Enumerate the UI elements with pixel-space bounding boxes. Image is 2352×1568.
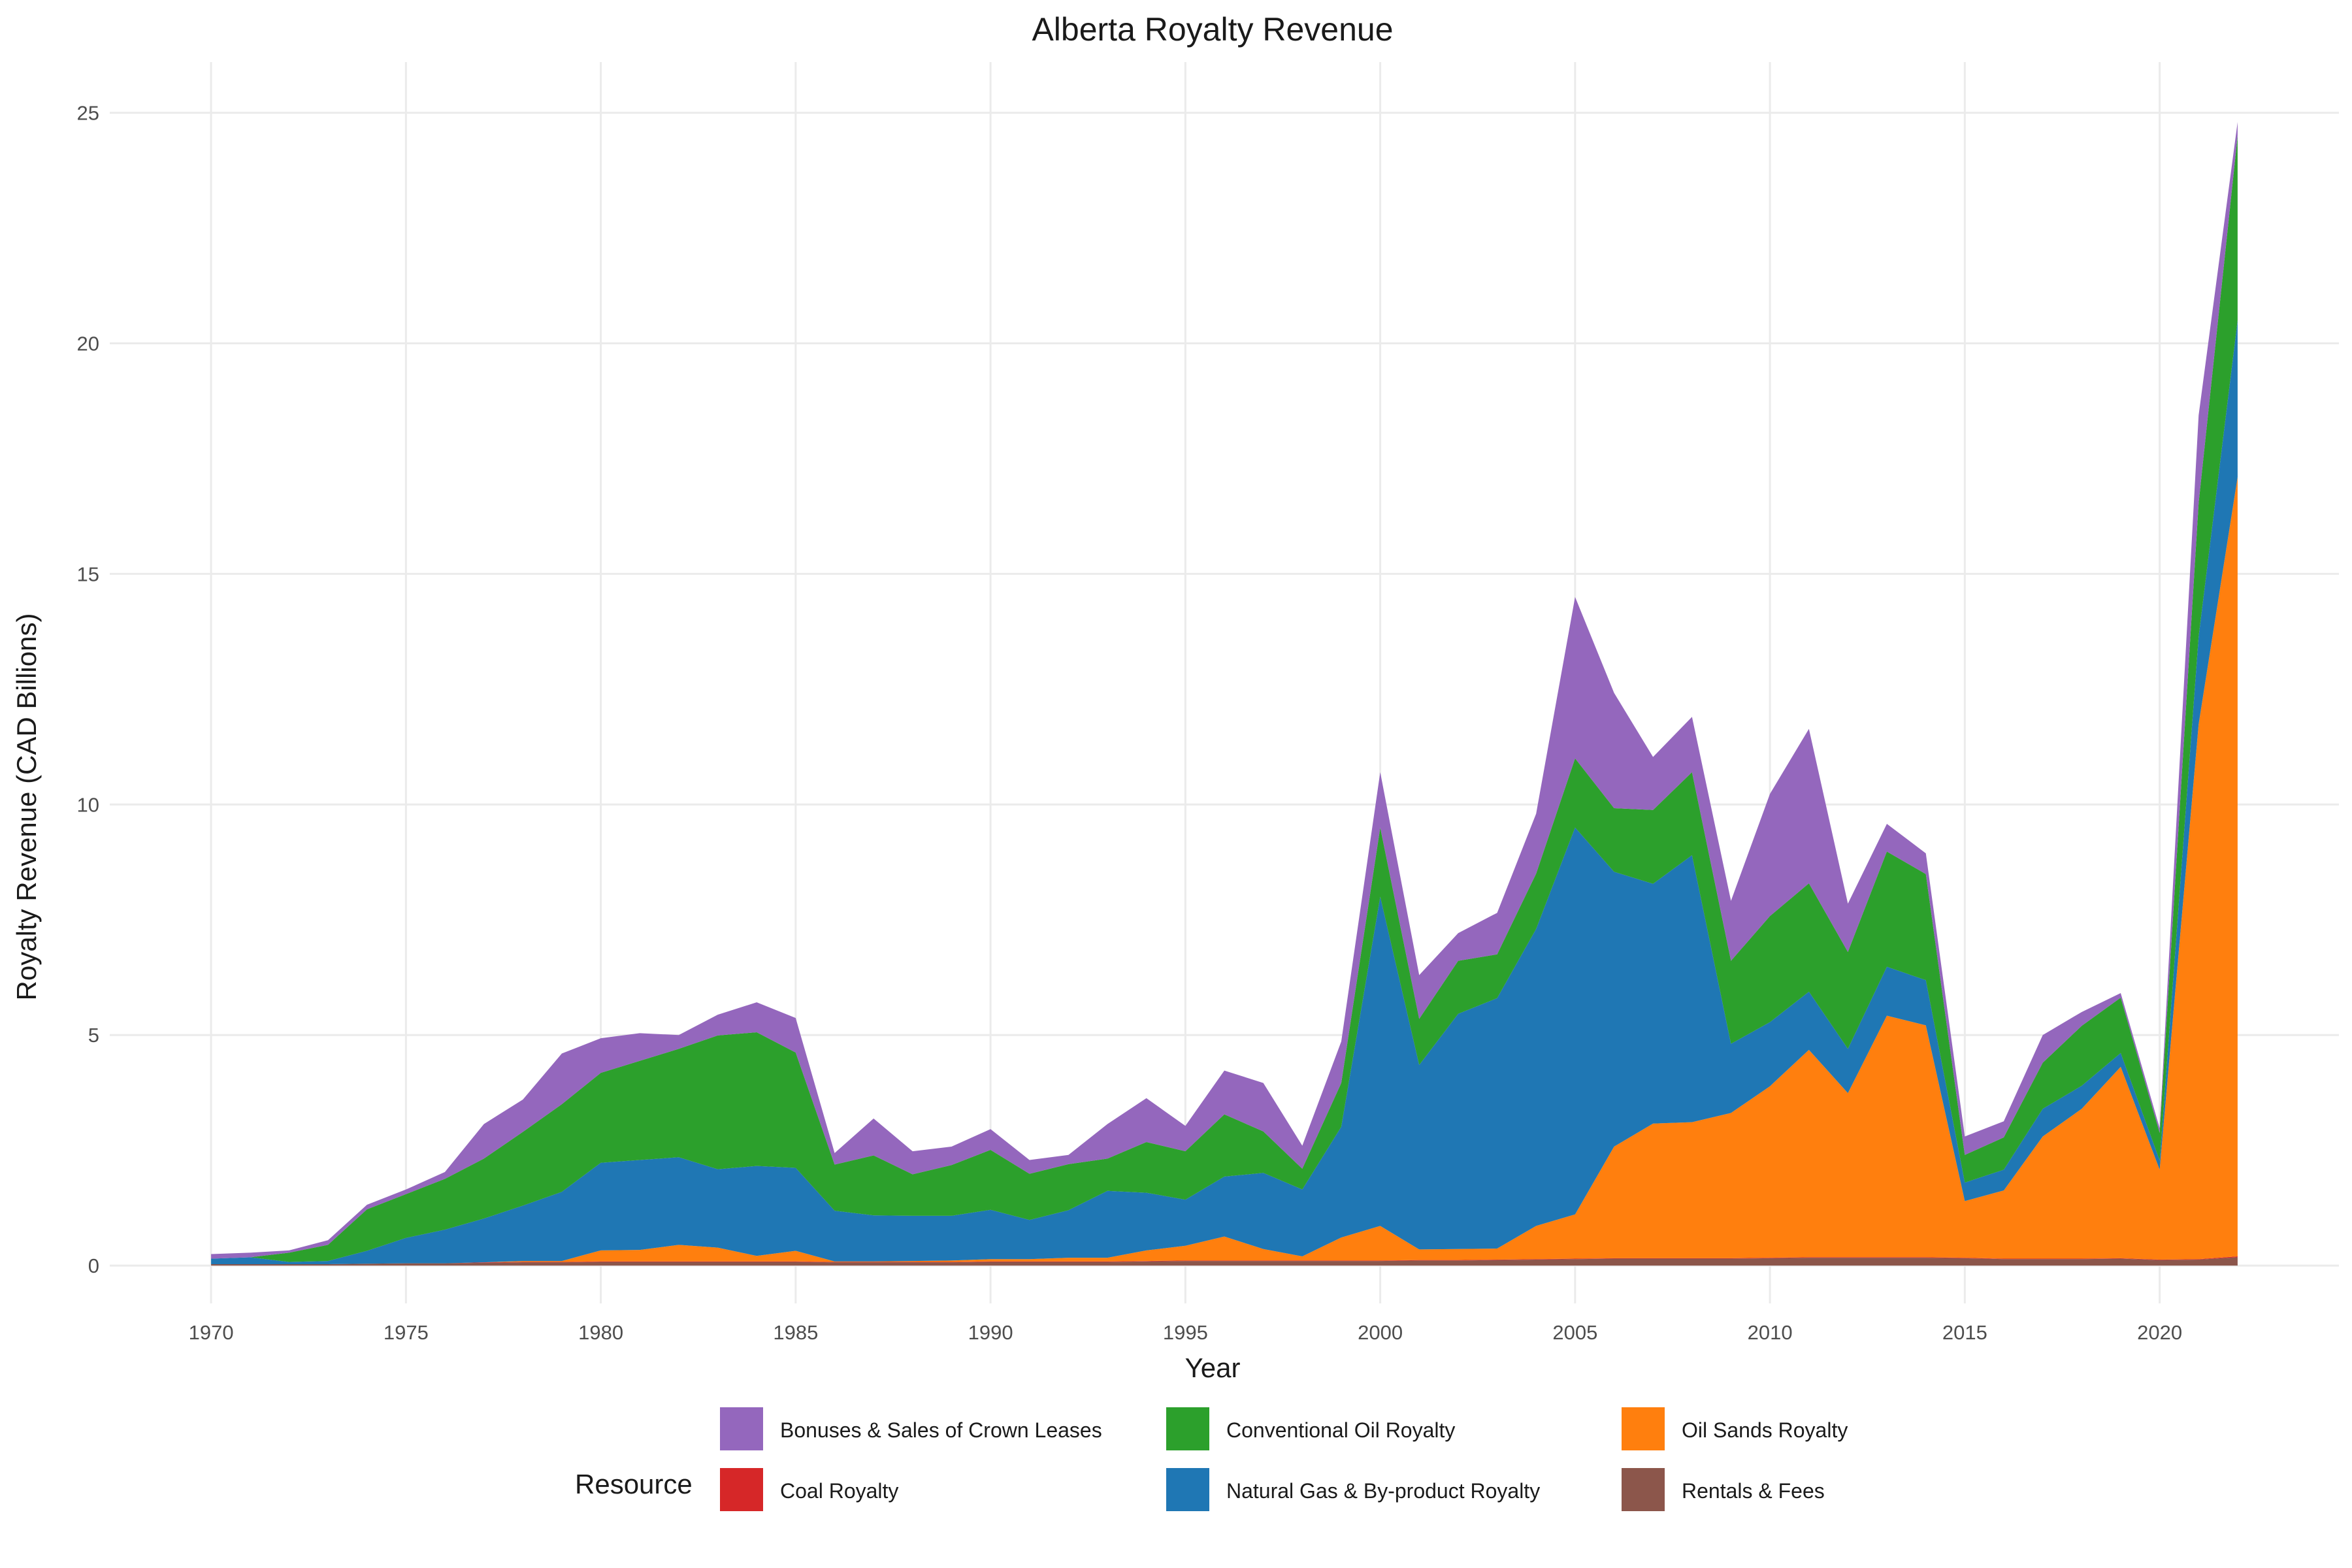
area-oil-sands-royalty bbox=[211, 477, 2238, 1265]
area-coal-royalty bbox=[211, 1256, 2238, 1265]
y-tick-label: 25 bbox=[77, 102, 99, 125]
x-tick-label: 1990 bbox=[968, 1321, 1013, 1344]
legend-swatch-rentals-fees bbox=[1622, 1468, 1665, 1511]
legend-swatch-coal-royalty bbox=[720, 1468, 763, 1511]
x-tick-label: 2005 bbox=[1552, 1321, 1597, 1344]
legend-label-bonuses-sales-of-crown-leases: Bonuses & Sales of Crown Leases bbox=[780, 1418, 1102, 1442]
x-axis-title: Year bbox=[1185, 1352, 1241, 1383]
x-tick-label: 2010 bbox=[1748, 1321, 1793, 1344]
legend-title: Resource bbox=[575, 1469, 693, 1499]
x-tick-label: 1980 bbox=[578, 1321, 623, 1344]
legend: Resource Bonuses & Sales of Crown Leases… bbox=[575, 1407, 1848, 1511]
x-tick-label: 1985 bbox=[773, 1321, 818, 1344]
chart-title: Alberta Royalty Revenue bbox=[1032, 11, 1393, 48]
x-tick-label: 2000 bbox=[1358, 1321, 1403, 1344]
legend-label-natural-gas-by-product-royalty: Natural Gas & By-product Royalty bbox=[1226, 1479, 1540, 1503]
y-tick-label: 0 bbox=[88, 1254, 99, 1277]
y-tick-label: 20 bbox=[77, 333, 99, 355]
x-tick-label: 1995 bbox=[1163, 1321, 1208, 1344]
legend-swatch-bonuses-sales-of-crown-leases bbox=[720, 1407, 763, 1450]
y-tick-label: 5 bbox=[88, 1024, 99, 1047]
legend-label-rentals-fees: Rentals & Fees bbox=[1682, 1479, 1825, 1503]
legend-label-coal-royalty: Coal Royalty bbox=[780, 1479, 898, 1503]
x-tick-label: 2020 bbox=[2137, 1321, 2182, 1344]
x-tick-label: 2015 bbox=[1942, 1321, 1987, 1344]
area-series bbox=[211, 122, 2238, 1266]
x-tick-label: 1975 bbox=[384, 1321, 429, 1344]
y-tick-label: 10 bbox=[77, 793, 99, 816]
y-axis-ticks: 0 5 10 15 20 25 bbox=[77, 102, 99, 1277]
legend-swatch-oil-sands-royalty bbox=[1622, 1407, 1665, 1450]
y-tick-label: 15 bbox=[77, 563, 99, 585]
y-axis-title: Royalty Revenue (CAD Billions) bbox=[11, 613, 42, 1001]
area-rentals-fees bbox=[211, 1257, 2238, 1266]
legend-label-oil-sands-royalty: Oil Sands Royalty bbox=[1682, 1418, 1848, 1442]
legend-swatch-natural-gas-by-product-royalty bbox=[1166, 1468, 1209, 1511]
legend-label-conventional-oil-royalty: Conventional Oil Royalty bbox=[1226, 1418, 1455, 1442]
area-conventional-oil-royalty bbox=[211, 135, 2238, 1262]
x-axis-ticks: 1970 1975 1980 1985 1990 1995 2000 2005 2010 2015… bbox=[189, 1321, 2182, 1344]
legend-swatch-conventional-oil-royalty bbox=[1166, 1407, 1209, 1450]
x-tick-label: 1970 bbox=[189, 1321, 234, 1344]
